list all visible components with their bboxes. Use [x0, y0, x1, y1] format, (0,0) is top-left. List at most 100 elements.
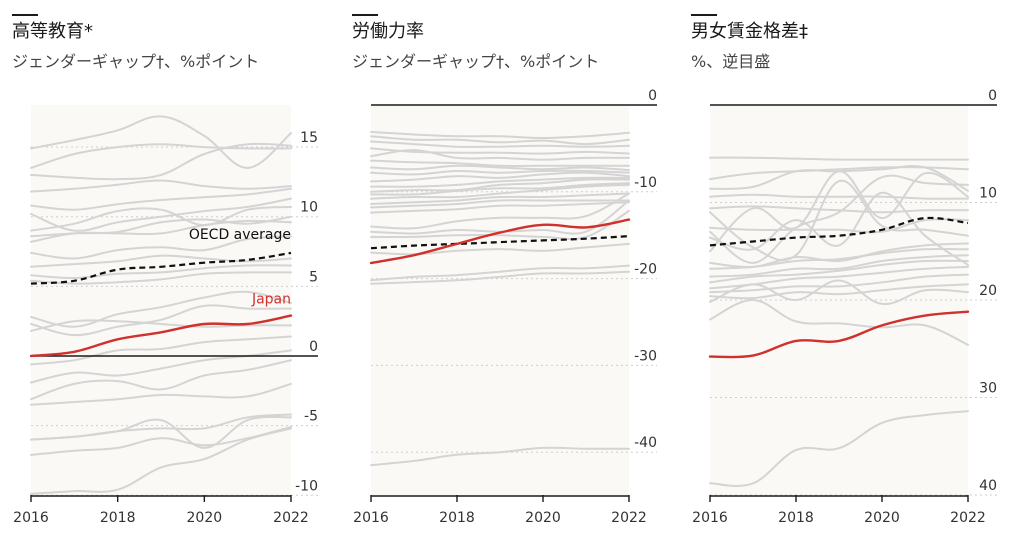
panel-title-rule — [352, 14, 378, 16]
x-tick-label: 2016 — [353, 510, 389, 526]
panel-title-rule — [691, 14, 717, 16]
panel-subtitle: ジェンダーギャップ†、%ポイント — [352, 52, 600, 71]
x-tick-label: 2016 — [692, 510, 728, 526]
series-line-other — [370, 270, 630, 285]
panel-subtitle: ジェンダーギャップ†、%ポイント — [12, 52, 260, 71]
series-line-other — [30, 179, 292, 193]
series-line-other — [30, 187, 292, 211]
y-tick-label: 40 — [979, 478, 997, 494]
y-tick-label: 0 — [648, 88, 657, 104]
series-line-other — [30, 254, 292, 268]
series-line-oecd-average — [370, 235, 630, 250]
series-line-other — [30, 426, 292, 456]
annotation-oecd-average: OECD average — [189, 227, 291, 243]
series-line-other — [30, 335, 292, 366]
series-line-other — [709, 191, 969, 266]
series-line-other — [709, 283, 969, 300]
x-tick-label: 2018 — [439, 510, 475, 526]
panel-title: 男女賃金格差‡ — [691, 21, 808, 42]
y-tick-label: -5 — [304, 409, 318, 425]
x-tick-label: 2020 — [864, 510, 900, 526]
chart-gender-wage-gap: 0 10 20 30 40 2016 2018 2020 2022 — [692, 88, 997, 526]
x-tick-label: 2022 — [950, 510, 986, 526]
series-line-other — [709, 174, 969, 264]
y-tick-label: 10 — [300, 200, 318, 216]
series-line-other — [370, 264, 630, 282]
series-line-other — [30, 319, 292, 332]
y-tick-label: -40 — [634, 435, 657, 451]
y-tick-label: -10 — [634, 175, 657, 191]
series-line-other — [709, 259, 969, 284]
series-line-other — [709, 156, 969, 161]
x-tick-label: 2022 — [273, 510, 309, 526]
y-tick-label: 15 — [300, 130, 318, 146]
x-tick-label: 2022 — [611, 510, 647, 526]
series-line-other — [370, 182, 630, 196]
plot-background — [371, 105, 629, 495]
series-line-other — [30, 142, 292, 181]
y-tick-label: 0 — [309, 339, 318, 355]
series-line-other — [709, 205, 969, 214]
series-line-other — [709, 179, 969, 262]
series-line-other — [30, 205, 292, 232]
series-line-other — [370, 178, 630, 193]
series-line-other — [370, 171, 630, 183]
series-line-other — [30, 264, 292, 280]
series-line-other — [30, 290, 292, 328]
y-tick-label: 10 — [979, 186, 997, 202]
y-tick-label: -10 — [295, 478, 318, 494]
series-line-japan — [29, 314, 293, 358]
series-line-other — [709, 218, 969, 234]
y-tick-label: 5 — [309, 269, 318, 285]
y-tick-label: -20 — [634, 262, 657, 278]
series-line-other — [30, 427, 292, 495]
series-line-other — [30, 359, 292, 401]
series-line-other — [30, 415, 292, 449]
series-line-other — [709, 273, 969, 294]
series-line-japan — [708, 310, 970, 359]
series-line-other — [30, 271, 292, 285]
series-line-other — [30, 143, 292, 169]
panel-title: 高等教育* — [12, 21, 93, 42]
y-tick-label: 30 — [979, 381, 997, 397]
panel-title: 労働力率 — [352, 21, 424, 42]
series-line-oecd-average — [709, 216, 969, 247]
plot-background — [31, 105, 291, 495]
series-line-other — [370, 192, 630, 230]
x-tick-label: 2018 — [100, 510, 136, 526]
series-line-other — [709, 193, 969, 200]
panel-labour-participation: 労働力率 ジェンダーギャップ†、%ポイント — [352, 0, 670, 546]
series-line-other — [370, 176, 630, 188]
series-line-other — [30, 382, 292, 406]
chart-tertiary-education: 15 10 5 0 -5 -10 OECD average Japan 2016 2018 2020… — [13, 105, 318, 526]
panel-title-rule — [12, 14, 38, 16]
series-line-other — [30, 304, 292, 337]
series-line-other — [709, 170, 969, 253]
series-line-other — [370, 159, 630, 167]
series-line-other — [370, 209, 630, 241]
series-line-other — [370, 199, 630, 209]
chart-labour-participation: 0 -10 -20 -30 -40 2016 2018 2020 2022 — [353, 88, 657, 526]
series-line-other — [370, 169, 630, 176]
panel-subtitle: %、逆目盛 — [691, 52, 771, 71]
x-tick-label: 2020 — [187, 510, 223, 526]
series-line-other — [30, 197, 292, 232]
panel-gender-wage-gap: 男女賃金格差‡ %、逆目盛 — [691, 0, 1021, 546]
series-line-other — [30, 235, 292, 260]
series-line-other — [30, 219, 292, 243]
x-tick-label: 2016 — [13, 510, 49, 526]
x-tick-label: 2020 — [525, 510, 561, 526]
y-tick-label: 0 — [988, 88, 997, 104]
panel-tertiary-education: 高等教育* ジェンダーギャップ†、%ポイント — [12, 0, 330, 546]
series-line-other — [30, 115, 292, 169]
series-line-other — [370, 140, 630, 148]
series-line-other — [709, 279, 969, 305]
series-line-oecd-average — [30, 251, 292, 285]
annotation-japan: Japan — [251, 292, 291, 308]
series-line-other — [370, 183, 630, 200]
series-line-other — [370, 135, 630, 146]
series-line-other — [709, 247, 969, 270]
series-line-japan — [369, 218, 631, 265]
series-line-other — [370, 446, 630, 467]
series-line-other — [370, 130, 630, 140]
